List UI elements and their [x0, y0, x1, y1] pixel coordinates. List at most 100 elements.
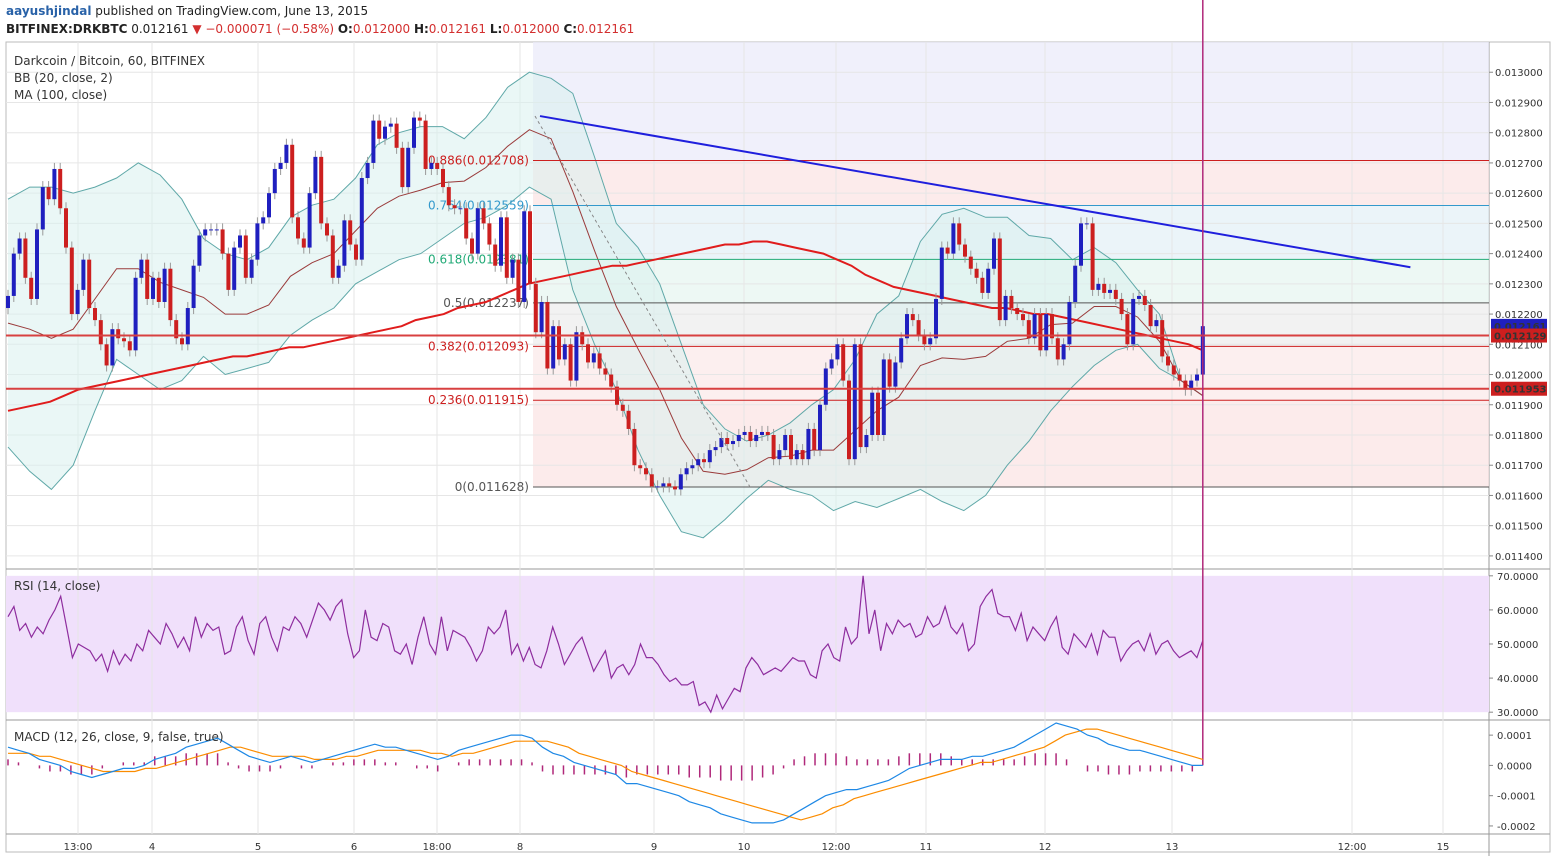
rsi-tick: 60.0000	[1497, 606, 1538, 617]
candle-body	[1073, 265, 1078, 302]
candle-body	[1119, 298, 1124, 315]
candle-body	[481, 208, 486, 224]
candle-body	[1032, 314, 1037, 339]
rsi-tick: 70.0000	[1497, 572, 1538, 583]
candle-body	[997, 238, 1002, 321]
candle-body	[330, 235, 335, 278]
grid	[6, 42, 1489, 834]
candle-body	[649, 474, 654, 487]
candle-body	[1067, 301, 1072, 345]
low-value: 0.012000	[502, 22, 560, 36]
bb-fill	[8, 72, 1203, 538]
candle-body	[1090, 223, 1095, 290]
candle-body	[417, 117, 422, 121]
macd-tick: 0.0000	[1497, 761, 1532, 772]
price-label: 0.012129	[1494, 332, 1547, 343]
candle-body	[1108, 289, 1112, 293]
candle-body	[197, 235, 202, 266]
candle-body	[325, 223, 329, 236]
time-tick: 13	[1166, 842, 1179, 853]
candle-body	[232, 247, 237, 290]
candle-body	[812, 428, 817, 451]
candle-body	[226, 253, 231, 290]
time-tick: 11	[920, 842, 933, 853]
fib-label: 0.236(0.011915)	[428, 393, 529, 407]
change: ▼ −0.000071 (−0.58%)	[192, 22, 335, 36]
candle-body	[243, 235, 248, 278]
candle-body	[800, 450, 805, 460]
candle-body	[139, 259, 144, 278]
candle-body	[951, 223, 956, 254]
publish-line: aayushjindal published on TradingView.co…	[6, 4, 368, 18]
bb-legend[interactable]: BB (20, close, 2)	[14, 71, 113, 85]
candle-body	[893, 362, 898, 387]
candle-body	[180, 338, 184, 345]
candle-body	[446, 187, 451, 206]
candle-body	[284, 144, 289, 163]
candle-body	[104, 344, 109, 366]
candle-body	[133, 277, 138, 351]
fib-label: 0.618(0.012381)	[428, 252, 529, 266]
candle-body	[423, 120, 428, 169]
fib-label: 0.764(0.012559)	[428, 199, 529, 213]
candle-body	[580, 332, 585, 345]
price-tick: 0.012900	[1495, 98, 1543, 109]
macd-legend[interactable]: MACD (12, 26, close, 9, false, true)	[14, 730, 224, 744]
candle-body	[644, 468, 648, 475]
macd-tick: -0.0002	[1497, 822, 1536, 833]
candle-body	[736, 434, 741, 442]
macd-line	[7, 722, 1203, 824]
candle-body	[789, 434, 793, 460]
candle-body	[957, 223, 962, 245]
candle-body	[307, 193, 312, 248]
candle-body	[986, 268, 991, 293]
ma-legend[interactable]: MA (100, close)	[14, 88, 107, 102]
macd-panel	[7, 0, 1204, 824]
candle-body	[731, 441, 735, 445]
candle-body	[58, 168, 63, 209]
author-link[interactable]: aayushjindal	[6, 4, 92, 18]
time-tick: 12	[1039, 842, 1052, 853]
candle-body	[626, 410, 631, 429]
candle-body	[487, 223, 492, 245]
candle-body	[1044, 314, 1049, 351]
candle-body	[81, 259, 86, 290]
candle-body	[748, 431, 753, 442]
candle-body	[945, 247, 950, 254]
price-label: 0.011953	[1494, 385, 1547, 396]
candle-body	[272, 168, 277, 194]
open-label: O:	[337, 22, 353, 36]
time-tick: 12:00	[822, 842, 851, 853]
candle-body	[858, 344, 863, 448]
candle-body	[267, 193, 271, 218]
symbol: BITFINEX:DRKBTC	[6, 22, 128, 36]
candle-body	[336, 265, 341, 278]
candle-body	[1142, 295, 1147, 305]
candle-body	[899, 338, 904, 363]
rsi-legend[interactable]: RSI (14, close)	[14, 579, 100, 593]
candle-body	[371, 120, 376, 163]
time-tick: 9	[651, 842, 657, 853]
candle-body	[296, 217, 300, 239]
candle-body	[458, 208, 463, 210]
candle-body	[475, 208, 480, 254]
fib-label: 0.886(0.012708)	[428, 154, 529, 168]
candle-body	[702, 459, 706, 463]
candle-body	[707, 450, 712, 463]
candle-body	[719, 438, 724, 448]
price-tick: 0.012800	[1495, 129, 1543, 140]
bb-basis	[7, 129, 1204, 475]
price-tick: 0.012200	[1495, 310, 1543, 321]
candle-body	[661, 483, 666, 487]
candle-body	[806, 428, 811, 460]
candle-body	[1050, 314, 1054, 339]
close-label: C:	[563, 22, 578, 36]
time-tick: 8	[517, 842, 523, 853]
candle-body	[1015, 308, 1020, 315]
candle-body	[145, 259, 150, 299]
candle-body	[1113, 289, 1118, 299]
candle-body	[69, 247, 74, 315]
candle-body	[238, 235, 242, 248]
candle-body	[470, 238, 474, 254]
